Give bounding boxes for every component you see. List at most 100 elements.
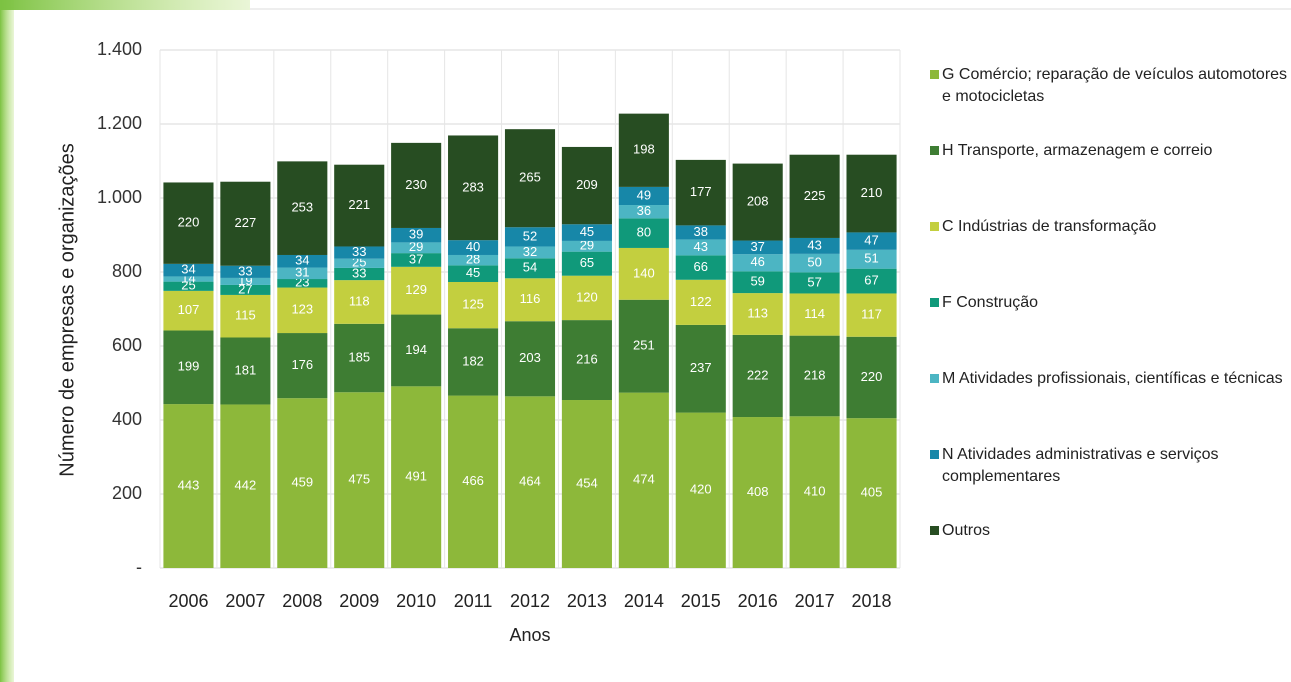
data-label: 122	[690, 294, 712, 309]
data-label: 40	[466, 239, 480, 254]
data-label: 34	[295, 253, 309, 268]
data-label: 230	[405, 177, 427, 192]
bar-segment	[277, 333, 328, 399]
bar-segment	[846, 232, 897, 250]
data-label: 443	[178, 477, 200, 492]
x-tick-label: 2013	[567, 591, 607, 611]
bar-segment	[561, 251, 612, 276]
bar-segment	[618, 186, 669, 206]
data-label: 253	[291, 200, 313, 215]
data-label: 39	[409, 227, 423, 242]
data-label: 221	[348, 197, 370, 212]
data-label: 52	[523, 228, 537, 243]
data-label: 251	[633, 338, 655, 353]
bar-segment	[504, 396, 556, 568]
y-tick-label: 800	[112, 261, 142, 281]
bar-segment	[789, 237, 840, 254]
bar-segment	[391, 142, 442, 228]
bar-segment	[163, 263, 214, 277]
bar-segment	[618, 299, 669, 393]
bar-segment	[220, 284, 271, 295]
data-label: 203	[519, 350, 541, 365]
legend-swatch	[930, 222, 939, 231]
x-tick-label: 2011	[454, 591, 493, 611]
y-tick-label: 200	[112, 483, 142, 503]
data-label: 182	[462, 353, 484, 368]
x-tick-label: 2017	[795, 591, 835, 611]
bar-segment	[334, 280, 385, 324]
bar-segment	[448, 328, 499, 396]
data-label: 51	[864, 251, 878, 266]
data-label: 29	[409, 239, 423, 254]
data-label: 466	[462, 473, 484, 488]
x-tick-label: 2015	[681, 591, 721, 611]
data-label: 176	[291, 357, 313, 372]
bar-segment	[504, 278, 556, 322]
bar-segment	[618, 247, 669, 300]
bar-segment	[846, 418, 897, 568]
bar-segment	[391, 314, 442, 387]
bar-segment	[618, 113, 669, 187]
data-label: 66	[694, 259, 708, 274]
bar-segment	[675, 255, 726, 280]
data-label: 210	[861, 185, 883, 200]
legend-swatch	[930, 298, 939, 307]
data-label: 177	[690, 184, 712, 199]
data-label: 54	[523, 260, 537, 275]
bar-segment	[618, 392, 669, 568]
bar-segment	[846, 293, 897, 337]
legend-item: H Transporte, armazenagem e correio	[930, 140, 1290, 216]
bar-segment	[448, 395, 499, 568]
data-label: 225	[804, 188, 826, 203]
bar-segment	[163, 404, 214, 568]
data-label: 37	[409, 251, 423, 266]
bar-segment	[448, 281, 499, 329]
bar-segment	[675, 159, 726, 226]
data-label: 47	[864, 233, 878, 248]
data-label: 37	[750, 239, 764, 254]
bar-segment	[789, 416, 840, 568]
legend-swatch	[930, 70, 939, 79]
data-label: 29	[580, 238, 594, 253]
data-label: 114	[804, 306, 825, 321]
bar-segment	[846, 154, 897, 233]
legend-swatch	[930, 374, 939, 383]
data-label: 33	[352, 265, 366, 280]
bar-segment	[220, 181, 271, 266]
bar-segment	[277, 254, 328, 268]
data-label: 50	[807, 255, 821, 270]
data-label: 115	[235, 308, 256, 323]
data-label: 28	[466, 252, 480, 267]
data-label: 227	[235, 215, 257, 230]
bar-segment	[675, 279, 726, 325]
bar-segment	[561, 400, 612, 568]
legend-swatch	[930, 146, 939, 155]
x-tick-label: 2016	[738, 591, 778, 611]
y-tick-label: 1.200	[97, 113, 142, 133]
data-label: 410	[804, 484, 826, 499]
bar-segment	[220, 294, 271, 338]
x-tick-label: 2014	[624, 591, 664, 611]
bar-segment	[277, 161, 328, 255]
bar-segment	[220, 277, 271, 285]
data-label: 65	[580, 255, 594, 270]
bar-segment	[334, 267, 385, 281]
bar-segment	[334, 323, 385, 393]
bar-segment	[504, 129, 556, 228]
bar-segment	[732, 271, 783, 294]
data-label: 220	[861, 369, 883, 384]
data-label: 405	[861, 485, 883, 500]
data-label: 408	[747, 484, 769, 499]
legend-label: H Transporte, armazenagem e correio	[942, 142, 1213, 159]
bar-segment	[391, 242, 442, 254]
data-label: 208	[747, 194, 769, 209]
y-tick-label: 600	[112, 335, 142, 355]
data-label: 118	[349, 293, 370, 308]
data-label: 129	[405, 282, 427, 297]
y-tick-label: -	[136, 557, 142, 577]
bar-segment	[220, 265, 271, 278]
bar-segment	[846, 249, 897, 269]
data-label: 491	[405, 469, 427, 484]
bar-segment	[504, 321, 556, 397]
